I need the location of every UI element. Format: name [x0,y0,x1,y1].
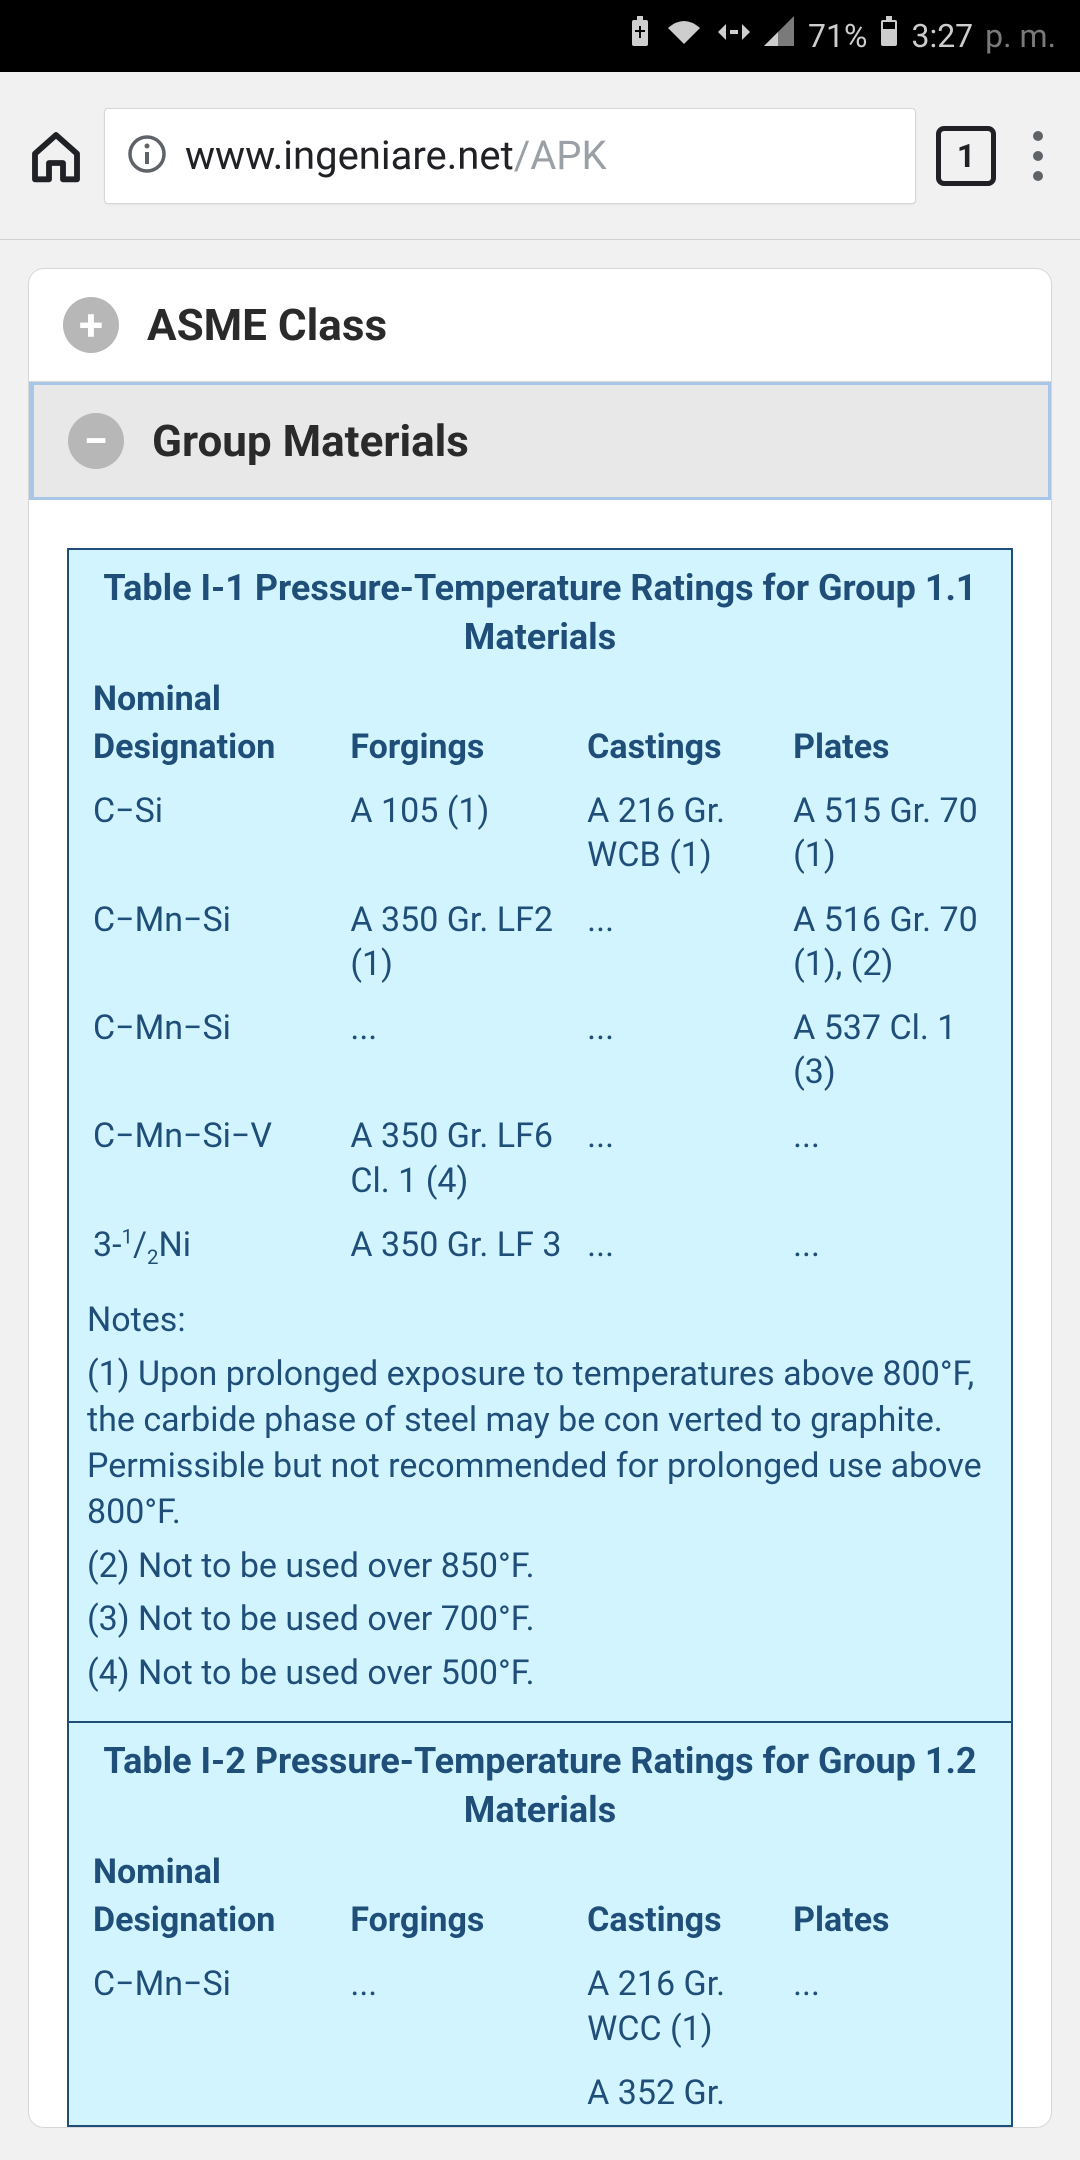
table-cell: C−Mn−Si [87,888,344,996]
table-i1-title: Table I-1 Pressure-Temperature Ratings f… [69,550,1011,679]
table-cell: ... [787,1213,993,1280]
table-i1-notes: Notes: (1) Upon prolonged exposure to te… [69,1280,1011,1721]
note-line: (1) Upon prolonged exposure to temperatu… [87,1348,993,1540]
note-line: (3) Not to be used over 700°F. [87,1593,993,1647]
table-cell: C−Si [87,779,344,887]
browser-toolbar: www.ingeniare.net/APK 1 [0,72,1080,240]
table-cell [344,2061,581,2125]
minus-icon: − [68,413,124,469]
notes-header: Notes: [87,1294,993,1348]
url-path: /APK [514,132,607,179]
accordion-title-asme: ASME Class [147,299,387,351]
table-cell: ... [581,1213,787,1280]
table-cell: ... [581,888,787,996]
battery-saver-icon [628,16,652,56]
table-cell: ... [581,996,787,1104]
tabs-button[interactable]: 1 [936,126,996,186]
site-info-icon[interactable] [127,134,167,178]
plus-icon: + [63,297,119,353]
table-cell: A 516 Gr. 70 (1), (2) [787,888,993,996]
more-menu-icon[interactable] [1016,130,1052,182]
table-i2: Table I-2 Pressure-Temperature Ratings f… [69,1721,1011,2125]
note-line: (2) Not to be used over 850°F. [87,1540,993,1594]
wifi-icon [664,16,704,56]
home-icon[interactable] [28,128,84,184]
tabs-count: 1 [957,137,975,175]
col-plates: Plates [787,1894,993,1952]
data-icon [716,16,752,56]
table-cell: A 216 Gr. WCB (1) [581,779,787,887]
clock-time: 3:27 [911,17,973,55]
col-castings: Castings [581,721,787,779]
battery-icon [879,16,899,56]
table-cell: A 515 Gr. 70 (1) [787,779,993,887]
col-castings: Castings [581,1894,787,1952]
table-cell: A 216 Gr. WCC (1) [581,1952,787,2060]
table-cell: A 350 Gr. LF 3 [344,1213,581,1280]
col-plates: Plates [787,721,993,779]
table-cell: ... [787,1104,993,1212]
accordion-asme-class[interactable]: + ASME Class [29,269,1051,382]
table-i2-grid: Designation Forgings Castings Plates C−M… [69,1894,1011,2125]
table-cell: 3-1/2Ni [87,1213,344,1280]
table-cell: A 350 Gr. LF6 Cl. 1 (4) [344,1104,581,1212]
col-designation: Designation [87,721,344,779]
clock-ampm: p. m. [985,17,1056,55]
table-cell: ... [344,1952,581,2060]
nominal-label: Nominal [69,679,1011,721]
table-cell: ... [581,1104,787,1212]
table-cell: C−Mn−Si−V [87,1104,344,1212]
col-forgings: Forgings [344,1894,581,1952]
note-line: (4) Not to be used over 500°F. [87,1647,993,1701]
table-cell: C−Mn−Si [87,996,344,1104]
table-cell: ... [787,1952,993,2060]
nominal-label: Nominal [69,1852,1011,1894]
table-i1-grid: Designation Forgings Castings Plates C−S… [69,721,1011,1280]
table-cell [787,2061,993,2125]
android-status-bar: 71% 3:27 p. m. [0,0,1080,72]
col-designation: Designation [87,1894,344,1952]
table-cell: ... [344,996,581,1104]
table-cell: A 105 (1) [344,779,581,887]
col-forgings: Forgings [344,721,581,779]
page-content: + ASME Class − Group Materials Table I-1… [0,240,1080,2156]
table-cell: C−Mn−Si [87,1952,344,2060]
table-i1: Table I-1 Pressure-Temperature Ratings f… [67,548,1013,2127]
accordion-panel: Table I-1 Pressure-Temperature Ratings f… [29,500,1051,2127]
accordion-card: + ASME Class − Group Materials Table I-1… [28,268,1052,2128]
url-bar[interactable]: www.ingeniare.net/APK [104,108,916,204]
signal-icon [764,16,796,56]
accordion-title-group: Group Materials [152,415,469,467]
table-cell: A 537 Cl. 1 (3) [787,996,993,1104]
table-i2-title: Table I-2 Pressure-Temperature Ratings f… [69,1723,1011,1852]
table-cell: A 350 Gr. LF2 (1) [344,888,581,996]
accordion-group-materials[interactable]: − Group Materials [29,382,1051,500]
table-cell: A 352 Gr. [581,2061,787,2125]
battery-percent: 71% [808,17,867,55]
table-cell [87,2061,344,2125]
url-host: www.ingeniare.net [185,132,514,179]
url-text: www.ingeniare.net/APK [185,132,607,179]
